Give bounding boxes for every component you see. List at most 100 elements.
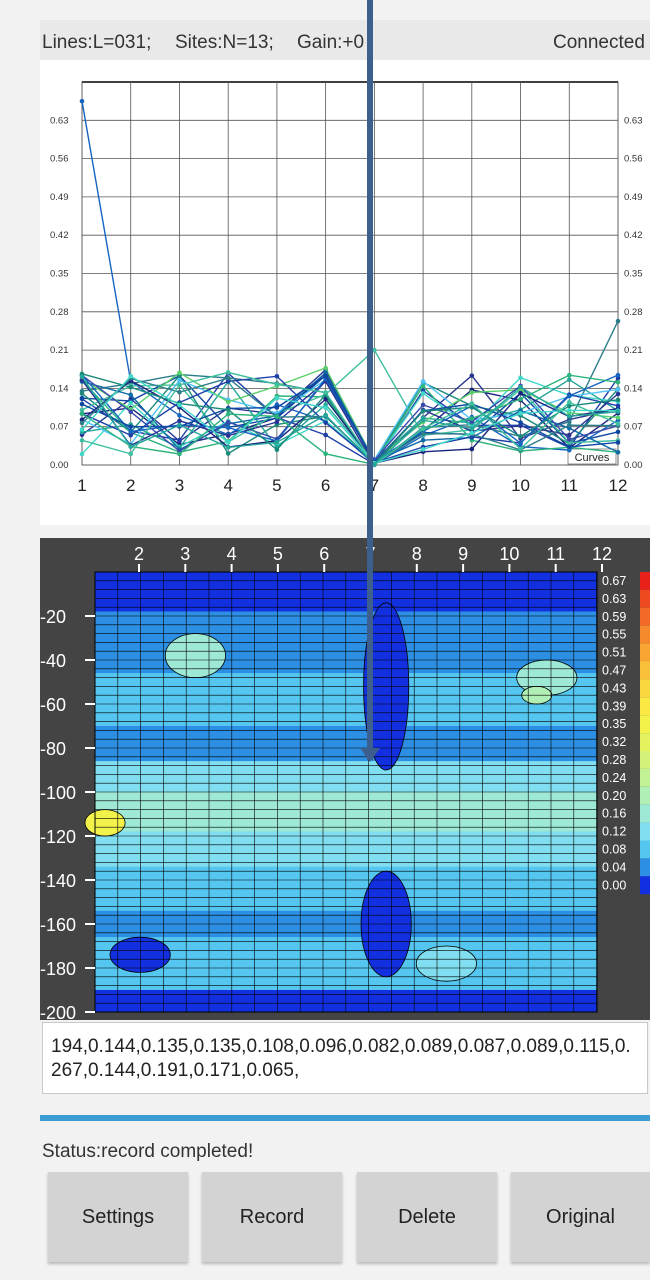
scale-swatch xyxy=(640,679,650,698)
scale-swatch xyxy=(640,607,650,626)
curve-point xyxy=(128,429,134,434)
curve-point xyxy=(615,409,621,414)
curve-point xyxy=(177,370,182,376)
map-depth-tick-label: -40 xyxy=(40,651,66,671)
curve-point xyxy=(566,408,572,413)
y-tick-label-left: 0.42 xyxy=(50,230,69,241)
curve-point xyxy=(566,372,572,378)
scale-label: 0.28 xyxy=(602,753,626,767)
curve-point xyxy=(79,395,85,401)
curve-point xyxy=(79,417,85,423)
curve-point xyxy=(79,401,85,407)
curve-point xyxy=(615,415,621,420)
x-tick-label: 6 xyxy=(321,476,330,495)
curve-point xyxy=(566,437,572,442)
curve-point xyxy=(323,370,328,376)
curve-point xyxy=(469,405,475,410)
y-tick-label-right: 0.00 xyxy=(624,460,643,471)
map-x-tick-label: 8 xyxy=(412,544,422,564)
original-button[interactable]: Original xyxy=(511,1172,650,1262)
x-tick-label: 5 xyxy=(272,476,281,495)
y-tick-label-left: 0.49 xyxy=(50,192,69,203)
map-depth-tick-label: -140 xyxy=(40,871,76,891)
scale-label: 0.08 xyxy=(602,843,626,857)
record-button[interactable]: Record xyxy=(202,1172,342,1262)
settings-button[interactable]: Settings xyxy=(48,1172,188,1262)
scale-label: 0.16 xyxy=(602,807,626,821)
curve-point xyxy=(79,98,85,104)
curve-line xyxy=(81,372,619,466)
scale-label: 0.32 xyxy=(602,735,626,749)
data-readout-field[interactable]: 194,0.144,0.135,0.135,0.108,0.096,0.082,… xyxy=(42,1022,648,1094)
curve-point xyxy=(225,419,231,425)
scale-swatch xyxy=(640,751,650,769)
y-tick-label-right: 0.14 xyxy=(624,383,643,394)
scale-label: 0.67 xyxy=(602,574,626,588)
scale-swatch xyxy=(640,697,650,716)
curves-legend-label: Curves xyxy=(575,452,610,464)
curve-point xyxy=(518,390,523,396)
curve-point xyxy=(469,426,475,431)
x-tick-label: 10 xyxy=(511,476,530,495)
curve-point xyxy=(177,413,182,418)
curve-point xyxy=(225,370,231,375)
curve-point xyxy=(225,411,231,417)
y-tick-label-right: 0.42 xyxy=(624,230,643,241)
delete-button[interactable]: Delete xyxy=(357,1172,497,1262)
curve-point xyxy=(518,396,523,402)
curve-point xyxy=(79,427,85,432)
map-x-tick-label: 9 xyxy=(458,544,468,564)
contour-region xyxy=(109,936,171,973)
scale-swatch xyxy=(640,733,650,751)
y-tick-label-right: 0.28 xyxy=(624,307,643,318)
measurement-cursor-line[interactable] xyxy=(367,0,373,760)
curve-point xyxy=(128,384,134,390)
y-tick-label-right: 0.21 xyxy=(624,345,643,356)
curve-point xyxy=(323,396,328,402)
curve-point xyxy=(566,377,572,382)
curve-line xyxy=(81,348,619,444)
curve-point xyxy=(566,444,572,450)
depth-contour-map: 23456789101112-20-40-60-80-100-120-140-1… xyxy=(40,538,650,1023)
curve-point xyxy=(177,418,182,424)
curve-point xyxy=(323,432,328,438)
y-tick-label-right: 0.07 xyxy=(624,422,643,433)
curve-point xyxy=(274,447,280,453)
curve-point xyxy=(128,409,134,415)
curve-point xyxy=(518,375,523,381)
curve-line xyxy=(81,371,619,466)
curve-point xyxy=(323,412,328,418)
curve-point xyxy=(615,397,621,403)
scale-swatch xyxy=(640,876,650,895)
contour-region xyxy=(84,809,126,837)
y-tick-label-right: 0.49 xyxy=(624,192,643,203)
curve-point xyxy=(469,373,475,378)
curve-point xyxy=(274,405,280,410)
curve-point xyxy=(225,407,231,413)
y-tick-label-right: 0.63 xyxy=(624,115,643,126)
map-x-tick-label: 12 xyxy=(592,544,612,564)
scale-swatch xyxy=(640,804,650,823)
scale-swatch xyxy=(640,625,650,644)
x-tick-label: 8 xyxy=(418,476,427,495)
y-tick-label-right: 0.56 xyxy=(624,154,643,165)
curve-point xyxy=(225,399,231,405)
y-tick-label-left: 0.28 xyxy=(50,307,69,318)
curve-point xyxy=(79,411,85,417)
scale-label: 0.20 xyxy=(602,789,626,803)
map-depth-tick-label: -200 xyxy=(40,1003,76,1020)
map-depth-tick-label: -60 xyxy=(40,695,66,715)
map-x-tick-label: 4 xyxy=(227,544,237,564)
curve-point xyxy=(323,373,328,379)
scale-label: 0.04 xyxy=(602,860,626,874)
y-tick-label-left: 0.07 xyxy=(50,422,69,433)
scale-swatch xyxy=(640,840,650,859)
depth-map-svg: 23456789101112-20-40-60-80-100-120-140-1… xyxy=(40,544,650,1023)
x-tick-label: 2 xyxy=(126,476,135,495)
curve-point xyxy=(225,375,231,381)
curve-point xyxy=(566,432,572,438)
curve-point xyxy=(128,444,134,450)
curve-point xyxy=(177,402,182,408)
scale-label: 0.59 xyxy=(602,610,626,624)
curve-point xyxy=(177,382,182,388)
